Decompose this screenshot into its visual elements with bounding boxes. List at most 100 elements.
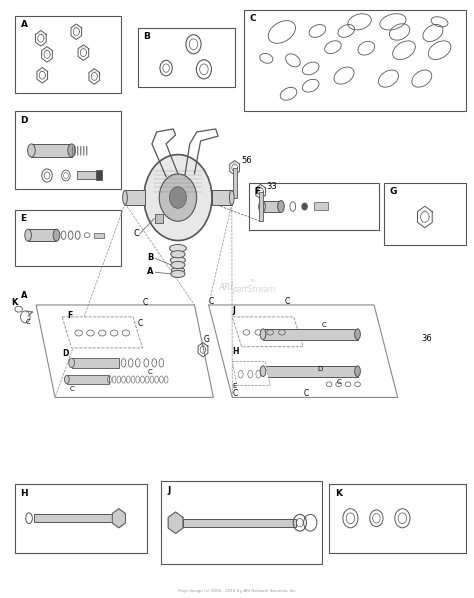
Bar — [125, 190, 145, 205]
Text: F: F — [67, 311, 72, 320]
Bar — [77, 170, 96, 179]
Ellipse shape — [123, 190, 128, 205]
Text: K: K — [335, 489, 342, 498]
Text: C: C — [25, 319, 30, 325]
Text: C: C — [250, 14, 256, 23]
Text: C: C — [209, 297, 214, 306]
Ellipse shape — [278, 200, 284, 212]
Text: 56: 56 — [242, 156, 252, 165]
Ellipse shape — [171, 251, 185, 258]
Text: C: C — [147, 369, 152, 375]
Polygon shape — [112, 509, 126, 528]
Text: E: E — [20, 214, 27, 223]
Bar — [34, 514, 119, 523]
Text: B: B — [147, 253, 154, 262]
Bar — [28, 229, 56, 241]
Polygon shape — [62, 317, 143, 348]
Bar — [161, 481, 322, 565]
Text: J: J — [167, 486, 171, 495]
Bar — [262, 200, 281, 212]
Text: C: C — [138, 319, 143, 328]
Polygon shape — [232, 317, 303, 347]
Polygon shape — [209, 305, 398, 398]
Bar — [80, 146, 82, 155]
Text: A: A — [147, 267, 154, 276]
Text: TM: TM — [249, 279, 255, 283]
Bar — [15, 484, 147, 553]
Text: ARI: ARI — [218, 283, 233, 292]
Bar — [138, 28, 235, 87]
Ellipse shape — [169, 245, 186, 252]
Circle shape — [302, 203, 308, 210]
Ellipse shape — [53, 229, 60, 241]
Ellipse shape — [171, 261, 185, 269]
Bar — [74, 146, 76, 155]
Ellipse shape — [355, 329, 360, 340]
Polygon shape — [168, 512, 183, 533]
Text: D: D — [20, 116, 28, 125]
Bar — [244, 10, 466, 111]
Bar — [233, 168, 237, 197]
Bar — [329, 484, 466, 553]
Text: C: C — [232, 389, 237, 398]
Text: partStream: partStream — [232, 285, 276, 294]
Text: B: B — [144, 32, 150, 41]
Polygon shape — [232, 362, 270, 386]
Text: C: C — [133, 230, 139, 239]
Polygon shape — [36, 305, 213, 398]
Bar — [15, 16, 121, 93]
Bar — [94, 233, 104, 237]
Text: Page design (c) 2004 - 2016 by ARI Network Services, Inc.: Page design (c) 2004 - 2016 by ARI Netwo… — [178, 588, 296, 593]
Bar — [15, 209, 121, 266]
Text: A: A — [20, 20, 27, 29]
Bar — [212, 190, 232, 205]
Circle shape — [159, 174, 197, 221]
Text: K: K — [11, 298, 18, 307]
Ellipse shape — [27, 144, 35, 157]
Bar — [259, 191, 263, 221]
Bar — [72, 358, 119, 368]
Bar — [67, 376, 109, 384]
Text: E: E — [232, 383, 237, 389]
Text: C: C — [336, 379, 341, 385]
Bar — [96, 170, 102, 180]
Circle shape — [169, 187, 186, 208]
Bar — [249, 182, 379, 230]
Ellipse shape — [170, 257, 185, 264]
Bar — [383, 182, 466, 245]
Ellipse shape — [355, 366, 360, 377]
Text: H: H — [232, 347, 239, 356]
Text: 33: 33 — [266, 182, 277, 191]
Text: A: A — [20, 291, 27, 300]
Text: C: C — [143, 298, 148, 307]
Ellipse shape — [64, 376, 69, 384]
Ellipse shape — [260, 366, 266, 377]
Text: C: C — [303, 389, 309, 398]
Text: F: F — [255, 187, 261, 196]
Bar — [86, 146, 88, 155]
Bar — [155, 214, 163, 222]
Bar — [263, 366, 357, 377]
Text: 36: 36 — [421, 334, 432, 343]
Text: J: J — [232, 306, 235, 315]
Bar — [314, 202, 328, 209]
Ellipse shape — [171, 270, 185, 277]
Text: C: C — [322, 322, 327, 328]
Bar — [15, 111, 121, 188]
Text: G: G — [204, 335, 210, 344]
Ellipse shape — [25, 229, 31, 241]
Bar — [77, 146, 79, 155]
Text: C: C — [69, 386, 74, 392]
Ellipse shape — [260, 329, 266, 340]
Bar — [72, 146, 73, 155]
Bar — [182, 518, 296, 527]
Ellipse shape — [171, 267, 184, 273]
Ellipse shape — [259, 200, 265, 212]
Bar — [263, 329, 357, 340]
Bar — [31, 144, 72, 157]
Ellipse shape — [68, 144, 75, 157]
Bar — [83, 146, 85, 155]
Text: D: D — [62, 349, 69, 358]
Circle shape — [144, 155, 212, 240]
Text: D: D — [318, 365, 323, 371]
